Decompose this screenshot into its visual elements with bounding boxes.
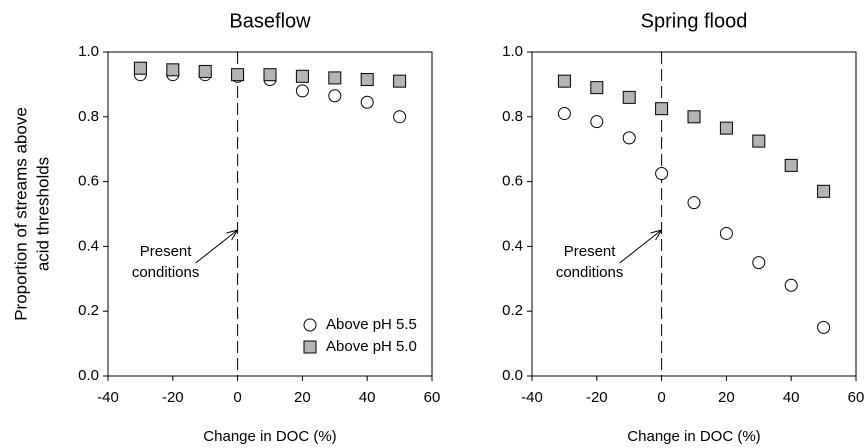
x-tick-label: 20 (718, 389, 735, 406)
x-axis-label: Change in DOC (%) (627, 428, 760, 445)
plot-frame (531, 51, 857, 377)
data-point (360, 73, 374, 87)
chart-title: Baseflow (229, 10, 311, 32)
data-point (295, 69, 309, 83)
data-point (590, 81, 604, 95)
data-point (328, 71, 342, 85)
y-tick-label: 0.0 (502, 367, 523, 384)
x-axis-label: Change in DOC (%) (203, 428, 336, 445)
data-point (655, 102, 669, 116)
data-point (687, 110, 701, 124)
data-point (719, 121, 733, 135)
data-point (557, 107, 571, 121)
x-tick-label: -40 (97, 389, 119, 406)
legend-label: Above pH 5.5 (326, 316, 417, 333)
x-tick-label: 40 (783, 389, 800, 406)
data-point (166, 63, 180, 77)
data-point (817, 320, 831, 334)
data-point (295, 84, 309, 98)
x-tick-label: 0 (657, 389, 665, 406)
data-point (231, 68, 245, 82)
data-point (719, 226, 733, 240)
y-tick-label: 1.0 (502, 43, 523, 60)
x-tick-label: 20 (294, 389, 311, 406)
data-point (817, 184, 831, 198)
data-point (752, 134, 766, 148)
data-point (133, 61, 147, 75)
legend-label: Above pH 5.0 (326, 338, 417, 355)
y-axis-label: acid thresholds (33, 157, 52, 271)
data-point (557, 74, 571, 88)
data-point (622, 90, 636, 104)
x-tick-label: -20 (586, 389, 608, 406)
data-point (655, 167, 669, 180)
data-point (752, 256, 766, 270)
plot-frame (107, 51, 433, 377)
annotation-arrowhead (650, 229, 663, 241)
annotation: Present (564, 243, 617, 260)
data-point (622, 131, 636, 145)
data-point (784, 158, 798, 172)
y-tick-label: 0.6 (502, 173, 523, 190)
x-tick-label: 60 (848, 389, 865, 406)
annotation: Present (140, 243, 193, 260)
y-tick-label: 0.6 (78, 173, 99, 190)
y-tick-label: 0.4 (502, 237, 523, 254)
data-point (360, 95, 374, 109)
y-tick-label: 0.8 (502, 108, 523, 125)
legend-marker (303, 340, 317, 354)
legend-marker (303, 318, 317, 332)
x-tick-label: -20 (162, 389, 184, 406)
annotation-arrow (619, 229, 662, 264)
data-point (198, 64, 212, 78)
annotation: conditions (556, 264, 624, 281)
y-tick-label: 0.2 (502, 302, 523, 319)
annotation: conditions (132, 264, 200, 281)
y-tick-label: 0.0 (78, 367, 99, 384)
annotation-arrow (195, 229, 238, 264)
chart-title: Spring flood (641, 10, 748, 32)
data-point (328, 89, 342, 103)
data-point (393, 110, 407, 124)
data-point (784, 278, 798, 292)
data-point (687, 196, 701, 210)
x-tick-label: -40 (521, 389, 543, 406)
data-point (393, 74, 407, 88)
x-tick-label: 40 (359, 389, 376, 406)
x-tick-label: 0 (233, 389, 241, 406)
y-tick-label: 0.8 (78, 108, 99, 125)
y-tick-label: 0.2 (78, 302, 99, 319)
x-tick-label: 60 (424, 389, 441, 406)
data-point (590, 115, 604, 129)
y-axis-label: Proportion of streams above (11, 107, 30, 321)
y-tick-label: 0.4 (78, 237, 99, 254)
data-point (263, 68, 277, 82)
annotation-arrowhead (226, 229, 239, 241)
y-tick-label: 1.0 (78, 43, 99, 60)
